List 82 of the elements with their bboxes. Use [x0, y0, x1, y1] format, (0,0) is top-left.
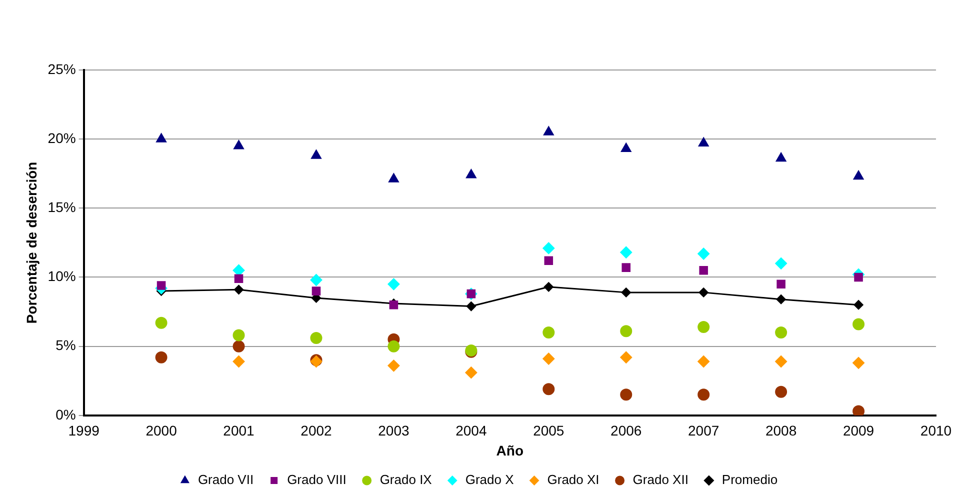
y-tick-label: 25%	[48, 60, 76, 77]
point	[776, 280, 786, 289]
point	[698, 320, 710, 333]
point	[620, 142, 632, 152]
legend-label: Grado VIII	[287, 472, 346, 488]
legend-label: Grado VII	[198, 472, 254, 488]
point	[310, 332, 322, 344]
point	[232, 340, 245, 352]
point	[620, 325, 632, 338]
point	[155, 316, 168, 329]
point	[542, 352, 555, 365]
x-tick-label: 2009	[842, 422, 874, 439]
y-tick-label: 0%	[56, 406, 76, 422]
point	[776, 294, 786, 304]
point	[622, 263, 631, 272]
point	[775, 356, 788, 368]
point	[852, 318, 865, 330]
point	[232, 356, 245, 368]
point	[620, 388, 632, 401]
legend-label: Grado XI	[547, 472, 600, 488]
point	[544, 282, 554, 292]
x-tick-label: 2010	[920, 422, 952, 439]
x-tick-label: 2007	[688, 422, 720, 439]
x-tick-label: 2006	[610, 422, 642, 439]
point	[543, 126, 554, 136]
point	[155, 351, 168, 364]
point	[542, 326, 555, 339]
point	[465, 366, 478, 379]
point	[620, 351, 632, 364]
point	[698, 288, 708, 298]
point	[544, 256, 554, 266]
point	[699, 266, 708, 275]
legend-label: Promedio	[722, 472, 778, 488]
point	[852, 356, 865, 369]
point	[854, 272, 863, 282]
x-tick-label: 2000	[146, 422, 178, 439]
point	[232, 329, 245, 342]
point	[698, 356, 710, 368]
point	[776, 152, 786, 162]
point	[698, 137, 709, 146]
point	[234, 140, 244, 150]
point	[312, 286, 321, 296]
x-tick-label: 2004	[456, 422, 487, 439]
x-axis-title: Año	[496, 442, 524, 458]
point	[698, 248, 710, 260]
point	[542, 383, 555, 396]
point	[852, 405, 865, 416]
point	[234, 274, 244, 284]
point	[620, 246, 632, 258]
y-tick-label: 20%	[48, 130, 76, 146]
x-tick-label: 2002	[300, 422, 332, 439]
point	[388, 340, 400, 352]
point	[775, 326, 788, 339]
point	[775, 386, 788, 398]
point	[388, 173, 399, 182]
x-tick-label: 2005	[533, 422, 564, 439]
point	[775, 257, 788, 270]
point	[234, 284, 244, 294]
point	[388, 278, 400, 290]
y-tick-label: 15%	[48, 199, 76, 216]
point	[542, 242, 555, 254]
point	[388, 360, 400, 372]
x-tick-label: 1999	[68, 422, 100, 439]
point	[156, 281, 166, 290]
legend-label: Grado XII	[632, 472, 688, 488]
point	[466, 302, 476, 312]
point	[854, 300, 864, 310]
legend-label: Grado X	[465, 472, 514, 488]
point	[853, 170, 864, 180]
legend-label: Grado IX	[380, 472, 432, 488]
x-tick-label: 2003	[378, 422, 410, 439]
point	[466, 169, 476, 178]
x-tick-label: 2001	[223, 422, 255, 439]
y-tick-label: 5%	[56, 337, 76, 354]
point	[310, 274, 322, 286]
point	[156, 133, 167, 142]
point	[698, 388, 710, 401]
x-tick-label: 2008	[765, 422, 797, 439]
y-axis-title: Porcentaje de deserción	[23, 162, 40, 324]
y-tick-label: 10%	[48, 268, 76, 284]
point	[310, 150, 322, 159]
point	[621, 288, 631, 298]
